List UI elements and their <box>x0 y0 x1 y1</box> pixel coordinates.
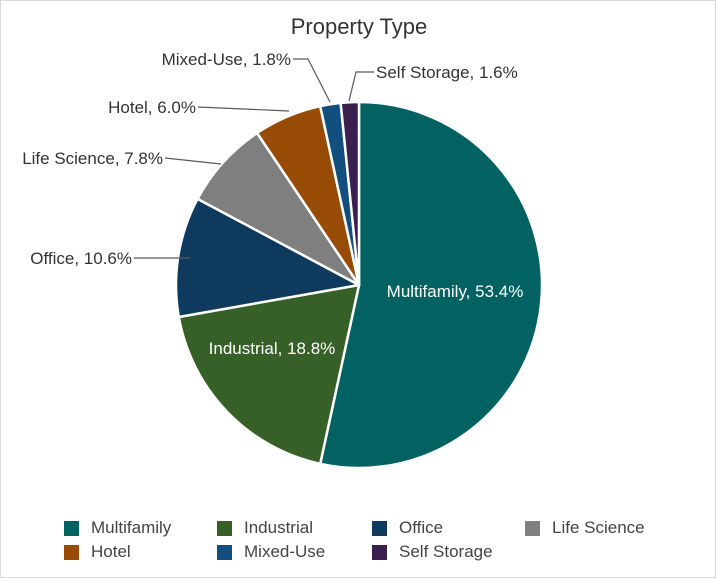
chart-legend: Multifamily Industrial Office Life Science H… <box>64 518 704 572</box>
pie-slice-multifamily <box>318 100 544 470</box>
legend-label-mixed-use: Mixed-Use <box>244 542 326 561</box>
pie-slices <box>174 100 544 470</box>
legend-item-industrial: Industrial <box>217 518 313 538</box>
legend-label-life-science: Life Science <box>552 518 645 537</box>
legend-swatch-industrial <box>217 520 232 536</box>
data-labels: Multifamily, 53.4% Industrial, 18.8% Offic… <box>22 50 523 358</box>
leader-line-hotel <box>197 106 290 112</box>
legend-item-multifamily: Multifamily <box>64 518 171 538</box>
legend-label-hotel: Hotel <box>91 542 131 561</box>
legend-label-self-storage: Self Storage <box>399 542 493 561</box>
legend-swatch-hotel <box>64 544 79 560</box>
data-label-life-science: Life Science, 7.8% <box>22 149 163 168</box>
legend-item-hotel: Hotel <box>64 542 131 562</box>
chart-title: Property Type <box>290 14 428 39</box>
legend-item-office: Office <box>372 518 443 538</box>
legend-swatch-life-science <box>525 520 540 536</box>
legend-swatch-mixed-use <box>217 544 232 560</box>
data-label-hotel: Hotel, 6.0% <box>108 98 196 117</box>
data-label-office: Office, 10.6% <box>30 249 132 268</box>
legend-item-mixed-use: Mixed-Use <box>217 542 325 562</box>
pie-slice-office <box>174 197 361 319</box>
legend-swatch-office <box>372 520 387 536</box>
leader-line-mixed-use <box>293 58 331 103</box>
legend-item-self-storage: Self Storage <box>372 542 493 562</box>
legend-swatch-multifamily <box>64 520 79 536</box>
pie-chart: Multifamily, 53.4% Industrial, 18.8% Offic… <box>22 50 544 470</box>
data-label-multifamily: Multifamily, 53.4% <box>387 282 524 301</box>
legend-item-life-science: Life Science <box>525 518 645 538</box>
data-label-industrial: Industrial, 18.8% <box>209 339 336 358</box>
legend-swatch-self-storage <box>372 544 387 560</box>
pie-slice-self-storage <box>339 100 361 287</box>
leader-line-life-science <box>164 157 222 165</box>
legend-label-multifamily: Multifamily <box>91 518 172 537</box>
leader-line-self-storage <box>348 71 374 102</box>
data-label-self-storage: Self Storage, 1.6% <box>376 63 518 82</box>
legend-label-office: Office <box>399 518 444 537</box>
pie-slice-industrial <box>177 283 361 466</box>
data-label-mixed-use: Mixed-Use, 1.8% <box>162 50 291 69</box>
legend-label-industrial: Industrial <box>244 518 313 537</box>
